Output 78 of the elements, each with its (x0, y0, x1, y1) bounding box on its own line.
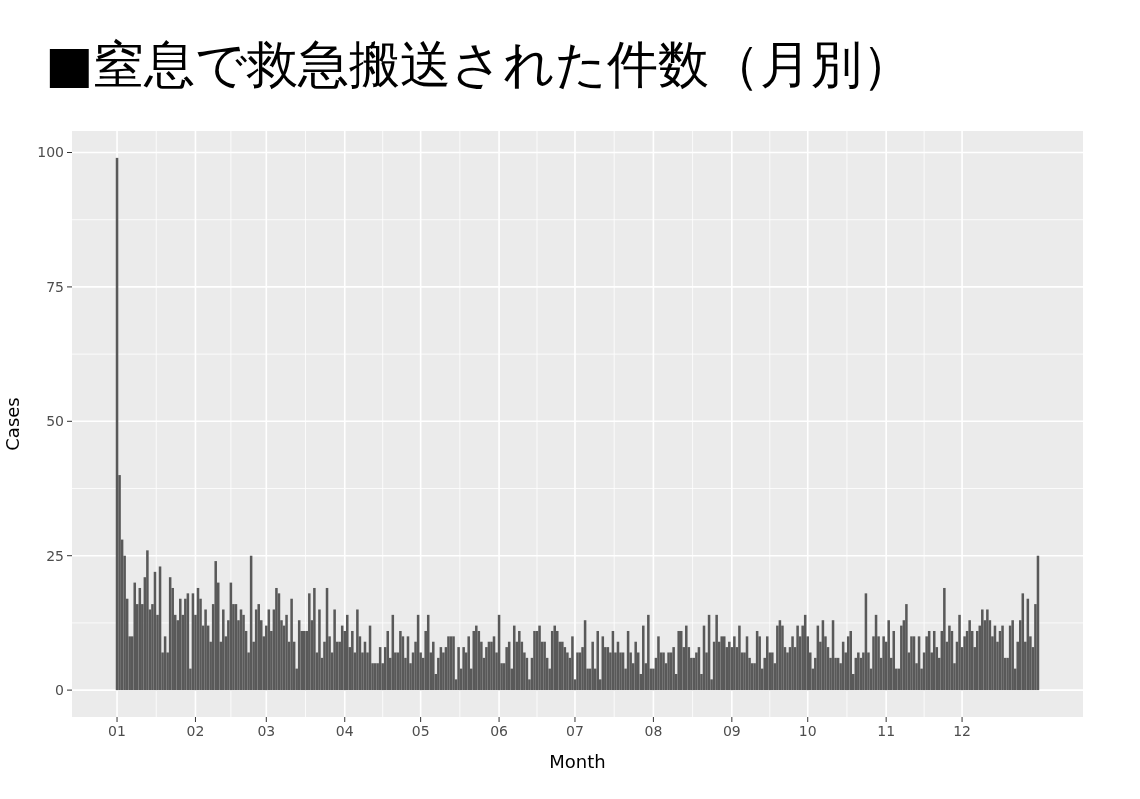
y-tick-label: 0 (55, 682, 64, 699)
x-tick-label: 04 (335, 723, 354, 739)
bar (467, 636, 470, 691)
bar (333, 609, 336, 691)
x-tick-label: 09 (722, 723, 741, 739)
bar (475, 625, 478, 691)
bar (512, 625, 516, 691)
x-tick-label: 12 (953, 723, 971, 739)
x-tick-label: 11 (877, 723, 896, 739)
bar (887, 620, 890, 691)
x-tick-label: 02 (186, 723, 205, 739)
y-tick-label: 50 (46, 413, 64, 430)
bar (657, 636, 660, 691)
bar (462, 647, 465, 691)
bar (986, 609, 989, 691)
bar (596, 630, 600, 691)
bar (591, 641, 594, 691)
bar (285, 614, 288, 691)
x-tick-label: 01 (108, 723, 126, 739)
bar (556, 630, 559, 691)
bar (1011, 620, 1014, 691)
x-tick-label: 10 (798, 723, 817, 739)
bar (146, 550, 149, 691)
bar (634, 641, 637, 691)
bar (968, 620, 971, 691)
bar (346, 614, 349, 691)
bar (738, 625, 741, 691)
y-tick-label: 100 (37, 144, 64, 161)
y-tick-label: 75 (46, 278, 64, 295)
bar (948, 625, 951, 691)
bar (672, 647, 675, 691)
x-axis-title: Month (549, 751, 606, 772)
bar (133, 582, 137, 691)
x-tick-label: 05 (411, 723, 430, 739)
bar (975, 630, 979, 691)
bar (981, 609, 984, 691)
bar (733, 636, 736, 691)
y-tick-label: 25 (46, 547, 64, 564)
bar (857, 652, 860, 691)
bar (222, 609, 225, 691)
bar (715, 614, 718, 691)
chart-title: ■窒息で救急搬送された件数（月別） (45, 35, 914, 94)
bar (356, 609, 359, 691)
bar (308, 593, 311, 691)
bar (849, 630, 853, 691)
bar (905, 604, 908, 691)
bar (722, 636, 726, 691)
bar (796, 625, 799, 691)
bar (882, 636, 885, 691)
bar (571, 636, 574, 691)
bar (399, 630, 402, 691)
bar (214, 561, 217, 691)
x-tick-label: 07 (566, 723, 584, 739)
bar (290, 598, 293, 691)
bar (958, 614, 961, 691)
bar (313, 587, 316, 691)
bar (351, 630, 354, 691)
bar (553, 625, 556, 691)
x-tick-label: 08 (644, 723, 663, 739)
x-tick-label: 03 (257, 723, 276, 739)
bar (257, 604, 260, 691)
bar (720, 636, 723, 691)
bar (1001, 625, 1004, 691)
bar (765, 636, 769, 691)
bar (892, 630, 896, 691)
bar (518, 630, 521, 691)
bar (642, 625, 645, 691)
bar (685, 625, 688, 691)
bar (728, 641, 731, 691)
y-axis-title: Cases (2, 397, 23, 451)
bar (179, 598, 182, 691)
bar (457, 647, 460, 691)
bar (432, 641, 435, 691)
bar (647, 614, 650, 691)
bar (386, 630, 390, 691)
x-tick-label: 06 (490, 723, 509, 739)
bar (318, 609, 321, 691)
bar (943, 587, 946, 691)
